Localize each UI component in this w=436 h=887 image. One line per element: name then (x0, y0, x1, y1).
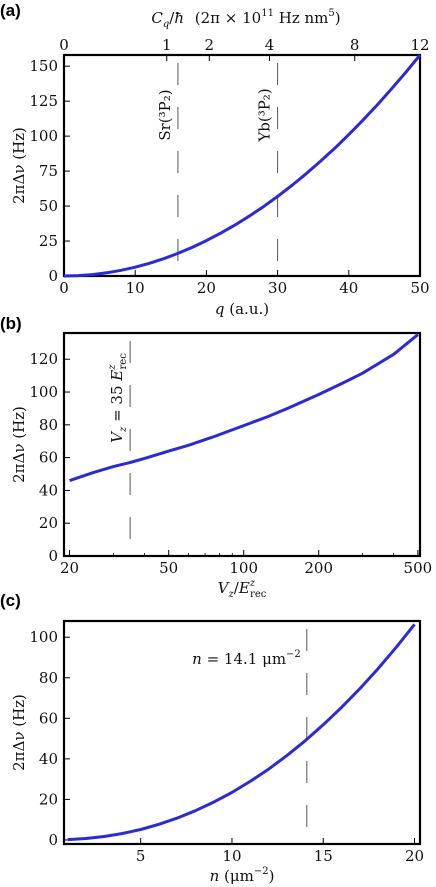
data-series-line (69, 333, 419, 483)
y-tick-label: 20 (39, 790, 58, 808)
y-tick-label: 0 (48, 547, 58, 565)
x-tick-label: 200 (304, 559, 333, 577)
svg-text:Cq/ħ (2π × 1011 Hz nm5): Cq/ħ (2π × 1011 Hz nm5) (151, 8, 340, 30)
panel-c: 5 10 15 20 0 20 40 60 80 100 2πΔν (Hz) n (μm−2) n = … (10, 619, 424, 885)
y-tick-label: 80 (39, 416, 58, 434)
y-tick-label: 120 (29, 350, 58, 368)
panel-c-label: (c) (0, 591, 21, 610)
y-tick-label: 60 (39, 709, 58, 727)
x-tick-label: 500 (404, 559, 433, 577)
x-tick-label: 20 (405, 847, 424, 865)
y-tick-label: 150 (29, 57, 58, 75)
y-tick-label: 40 (39, 750, 58, 768)
y-tick-label: 25 (39, 232, 58, 250)
x-tick-label: 50 (410, 279, 429, 297)
y-tick-label: 125 (29, 92, 58, 110)
x-tick-label: 20 (60, 559, 79, 577)
x-tick-label: 5 (136, 847, 146, 865)
n-annotation: n = 14.1 μm−2 (192, 649, 301, 668)
y-tick-label: 100 (29, 127, 58, 145)
plot-frame (62, 331, 422, 558)
y-axis-label: 2πΔν (Hz) (10, 406, 28, 483)
y-tick-label: 75 (39, 162, 58, 180)
y-tick-label: 40 (39, 481, 58, 499)
sr-annotation: Sr(³P₂) (156, 89, 174, 140)
y-tick-label: 60 (39, 449, 58, 467)
panel-b-label: (b) (0, 314, 22, 333)
y-tick-label: 0 (48, 267, 58, 285)
x-tick-label: 0 (59, 279, 69, 297)
x-tick-label: 10 (126, 279, 145, 297)
top-tick-label: 4 (265, 36, 275, 54)
top-tick-label: 8 (350, 36, 360, 54)
y-tick-label: 50 (39, 197, 58, 215)
y-tick-label: 100 (29, 383, 58, 401)
y-tick-label: 20 (39, 514, 58, 532)
y-tick-label: 80 (39, 669, 58, 687)
x-tick-label: 30 (268, 279, 287, 297)
x-tick-label: 100 (229, 559, 258, 577)
y-tick-label: 0 (48, 831, 58, 849)
x-axis-label: q (a.u.) (215, 300, 269, 318)
top-tick-label: 1 (162, 36, 172, 54)
plot-frame (62, 53, 422, 278)
top-tick-label: 12 (410, 36, 429, 54)
y-tick-label: 100 (29, 628, 58, 646)
x-tick-label: 50 (159, 559, 178, 577)
plot-frame (62, 619, 422, 846)
x-tick-label: 20 (197, 279, 216, 297)
y-axis-label: 2πΔν (Hz) (10, 694, 28, 771)
data-series-line (63, 54, 422, 278)
x-axis-label: Vz/Ez rec (218, 578, 267, 600)
panel-a-top-axis-label: Cq/ħ (2π × 1011 Hz nm5) (151, 8, 340, 30)
yb-annotation: Yb(³P₂) (256, 88, 274, 142)
top-tick-label: 2 (205, 36, 215, 54)
x-tick-label: 40 (339, 279, 358, 297)
top-tick-label: 0 (59, 36, 69, 54)
x-axis-label: n (μm−2) (210, 866, 275, 885)
x-tick-label: 10 (222, 847, 241, 865)
x-tick-label: 15 (314, 847, 333, 865)
vz-annotation: Vz = 35 Ezrec (107, 353, 129, 443)
y-axis-label: 2πΔν (Hz) (10, 127, 28, 204)
panel-a-label: (a) (0, 1, 21, 20)
data-series-line (67, 623, 416, 842)
